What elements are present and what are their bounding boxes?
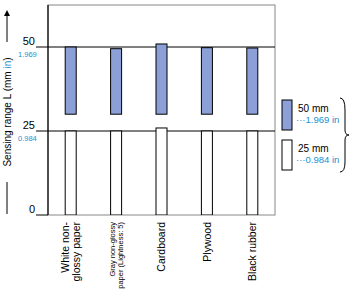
category-label: Plywood [201, 222, 213, 262]
y-label: Sensing range L (mm in) [2, 57, 13, 166]
bar [111, 49, 122, 115]
y-label-end: ) [2, 57, 13, 60]
category-line: Cardboard [155, 222, 167, 272]
legend-label-in: ···0.984 in [296, 154, 339, 165]
bar [65, 47, 76, 114]
bar [156, 44, 167, 114]
bar [65, 131, 76, 215]
category-label: Black rubber [246, 222, 258, 281]
legend-swatch [282, 100, 292, 130]
category-line: paper (Lightness: 5) [116, 222, 125, 289]
chart: 0 25 50 0.984 1.969 Sensing range L (mm in) Wh… [0, 0, 350, 300]
category-line: White non- [59, 222, 71, 273]
tick-label-in: 0.984 [18, 134, 37, 143]
tick-label: 50 [23, 35, 35, 47]
tick-label: 25 [23, 119, 35, 131]
bars [65, 44, 258, 215]
tick-mark [36, 131, 48, 132]
y-label-text: Sensing range L (mm [2, 69, 13, 167]
y-label-in: in [2, 61, 13, 69]
legend-label-in: ···1.969 in [296, 114, 339, 125]
arrow-head [4, 10, 10, 16]
tick-label-in: 1.969 [18, 50, 37, 59]
legend-brace [340, 98, 349, 172]
category-label: Cardboard [155, 222, 167, 272]
tick-mark [36, 215, 48, 216]
bar [111, 131, 122, 215]
legend-swatch [282, 140, 292, 170]
plot-frame [48, 5, 275, 215]
y-axis [47, 5, 48, 215]
category-line: Plywood [201, 222, 213, 262]
category-label: Gray non-glossypaper (Lightness: 5) [108, 222, 125, 289]
bar [201, 131, 212, 215]
category-label: White non-glossy paper [59, 222, 83, 282]
legend-label: 25 mm [298, 143, 329, 154]
tick-mark [36, 47, 48, 48]
y-label-arrow [7, 182, 8, 214]
legend-label: 50 mm [298, 103, 329, 114]
bar [156, 128, 167, 215]
category-line: glossy paper [70, 222, 82, 282]
bar [247, 48, 258, 114]
tick-label: 0 [29, 203, 35, 215]
bar [201, 48, 212, 115]
y-label-arrow [7, 12, 8, 42]
bar [247, 131, 258, 215]
category-line: Black rubber [246, 222, 258, 281]
